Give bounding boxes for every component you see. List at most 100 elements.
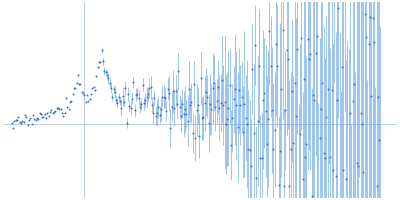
Point [319, 81, 326, 84]
Point [149, 103, 155, 106]
Point [81, 93, 88, 96]
Point [264, 143, 270, 146]
Point [280, 29, 286, 32]
Point [369, 16, 376, 20]
Point [250, 131, 257, 134]
Point [84, 94, 90, 97]
Point [272, 128, 278, 131]
Point [43, 116, 49, 119]
Point [274, 64, 280, 67]
Point [24, 123, 31, 126]
Point [343, 178, 349, 181]
Point [58, 107, 64, 110]
Point [376, 139, 382, 142]
Point [258, 156, 265, 159]
Point [92, 89, 98, 92]
Point [311, 98, 318, 101]
Point [236, 89, 242, 92]
Point [241, 102, 248, 105]
Point [190, 131, 196, 134]
Point [184, 119, 191, 122]
Point [105, 77, 112, 80]
Point [73, 82, 80, 85]
Point [113, 98, 119, 101]
Point [126, 104, 132, 107]
Point [212, 106, 218, 109]
Point [116, 95, 122, 98]
Point [30, 113, 36, 116]
Point [133, 93, 139, 96]
Point [371, 40, 377, 43]
Point [75, 74, 81, 77]
Point [101, 70, 108, 73]
Point [64, 106, 70, 109]
Point [15, 116, 22, 119]
Point [188, 101, 195, 104]
Point [163, 109, 170, 112]
Point [291, 81, 298, 84]
Point [298, 36, 304, 39]
Point [260, 98, 266, 101]
Point [288, 147, 294, 151]
Point [77, 82, 84, 85]
Point [171, 106, 178, 109]
Point [196, 134, 203, 138]
Point [322, 156, 328, 160]
Point [18, 121, 24, 124]
Point [172, 89, 179, 92]
Point [238, 95, 245, 98]
Point [299, 177, 306, 180]
Point [191, 82, 197, 85]
Point [245, 147, 252, 151]
Point [289, 90, 295, 93]
Point [96, 61, 102, 64]
Point [159, 95, 166, 98]
Point [35, 118, 41, 121]
Point [365, 42, 372, 46]
Point [340, 169, 347, 172]
Point [142, 98, 148, 101]
Point [89, 86, 96, 90]
Point [276, 183, 282, 186]
Point [164, 87, 171, 90]
Point [20, 121, 27, 124]
Point [328, 88, 335, 91]
Point [335, 6, 341, 10]
Point [229, 117, 236, 120]
Point [301, 77, 307, 80]
Point [320, 151, 327, 154]
Point [310, 94, 316, 97]
Point [316, 137, 323, 140]
Point [187, 104, 193, 107]
Point [186, 88, 192, 91]
Point [51, 110, 57, 113]
Point [318, 107, 324, 110]
Point [88, 92, 94, 95]
Point [80, 91, 86, 94]
Point [375, 95, 381, 99]
Point [252, 43, 258, 46]
Point [109, 95, 116, 98]
Point [100, 60, 106, 63]
Point [178, 114, 184, 118]
Point [97, 61, 104, 64]
Point [10, 127, 16, 130]
Point [38, 113, 44, 116]
Point [125, 92, 131, 96]
Point [203, 90, 209, 93]
Point [351, 82, 357, 86]
Point [170, 90, 176, 93]
Point [248, 164, 254, 167]
Point [285, 58, 291, 61]
Point [143, 96, 150, 99]
Point [94, 65, 101, 69]
Point [27, 116, 34, 119]
Point [176, 105, 183, 108]
Point [199, 117, 205, 120]
Point [154, 111, 160, 115]
Point [198, 76, 204, 79]
Point [273, 43, 279, 46]
Point [160, 95, 167, 98]
Point [11, 120, 18, 123]
Point [54, 107, 60, 110]
